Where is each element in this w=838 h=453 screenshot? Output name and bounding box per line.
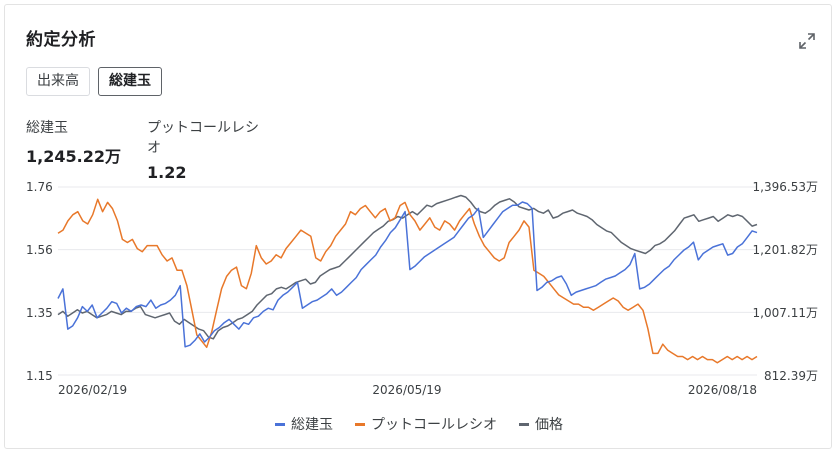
tab-volume[interactable]: 出来高	[26, 67, 90, 96]
legend-swatch	[355, 422, 365, 426]
metric-open-interest: 総建玉 1,245.22万	[26, 117, 147, 182]
left-tick-label: 1.76	[26, 180, 53, 194]
legend-item-price[interactable]: 価格	[519, 414, 563, 434]
right-tick-label: 812.39万	[764, 369, 818, 383]
metric-put-call-ratio: プットコールレシオ 1.22	[147, 117, 268, 182]
chart-series	[57, 194, 758, 364]
left-tick-label: 1.35	[26, 306, 53, 320]
left-tick-label: 1.56	[26, 243, 53, 257]
metric-value: 1,245.22万	[26, 147, 121, 166]
open-interest-chart: 1.76 1.56 1.35 1.15 1,396.53万 1,201.82万 …	[26, 180, 818, 397]
right-tick-label: 1,396.53万	[753, 180, 818, 194]
legend-item-open-interest[interactable]: 総建玉	[275, 414, 333, 434]
series-line-0	[57, 201, 758, 348]
metrics-summary: 総建玉 1,245.22万 プットコールレシオ 1.22	[26, 117, 268, 182]
legend-label: 価格	[535, 417, 563, 433]
metric-label: プットコールレシオ	[147, 120, 259, 156]
series-line-1	[57, 198, 758, 364]
legend-swatch	[519, 422, 529, 426]
metric-value: 1.22	[147, 163, 187, 182]
legend-label: 総建玉	[291, 417, 333, 433]
x-tick-label: 2026/02/19	[58, 383, 127, 397]
metric-label: 総建玉	[26, 120, 68, 136]
legend-swatch	[275, 422, 285, 426]
chart-legend: 総建玉 プットコールレシオ 価格	[0, 414, 838, 434]
x-tick-label: 2026/05/19	[372, 383, 441, 397]
expand-icon[interactable]	[797, 31, 817, 51]
tab-open-interest[interactable]: 総建玉	[98, 67, 162, 96]
left-axis-ticks: 1.76 1.56 1.35 1.15	[26, 180, 53, 383]
x-tick-label: 2026/08/18	[688, 383, 757, 397]
right-tick-label: 1,201.82万	[753, 243, 818, 257]
x-axis-ticks: 2026/02/19 2026/05/19 2026/08/18	[58, 383, 757, 397]
series-line-2	[57, 194, 758, 340]
legend-item-put-call-ratio[interactable]: プットコールレシオ	[355, 414, 497, 434]
chart-grid	[58, 186, 757, 376]
card-title: 約定分析	[26, 30, 96, 50]
left-tick-label: 1.15	[26, 369, 53, 383]
tab-bar: 出来高 総建玉	[26, 67, 162, 96]
right-tick-label: 1,007.11万	[753, 306, 818, 320]
legend-label: プットコールレシオ	[371, 417, 497, 433]
right-axis-ticks: 1,396.53万 1,201.82万 1,007.11万 812.39万	[753, 180, 818, 383]
